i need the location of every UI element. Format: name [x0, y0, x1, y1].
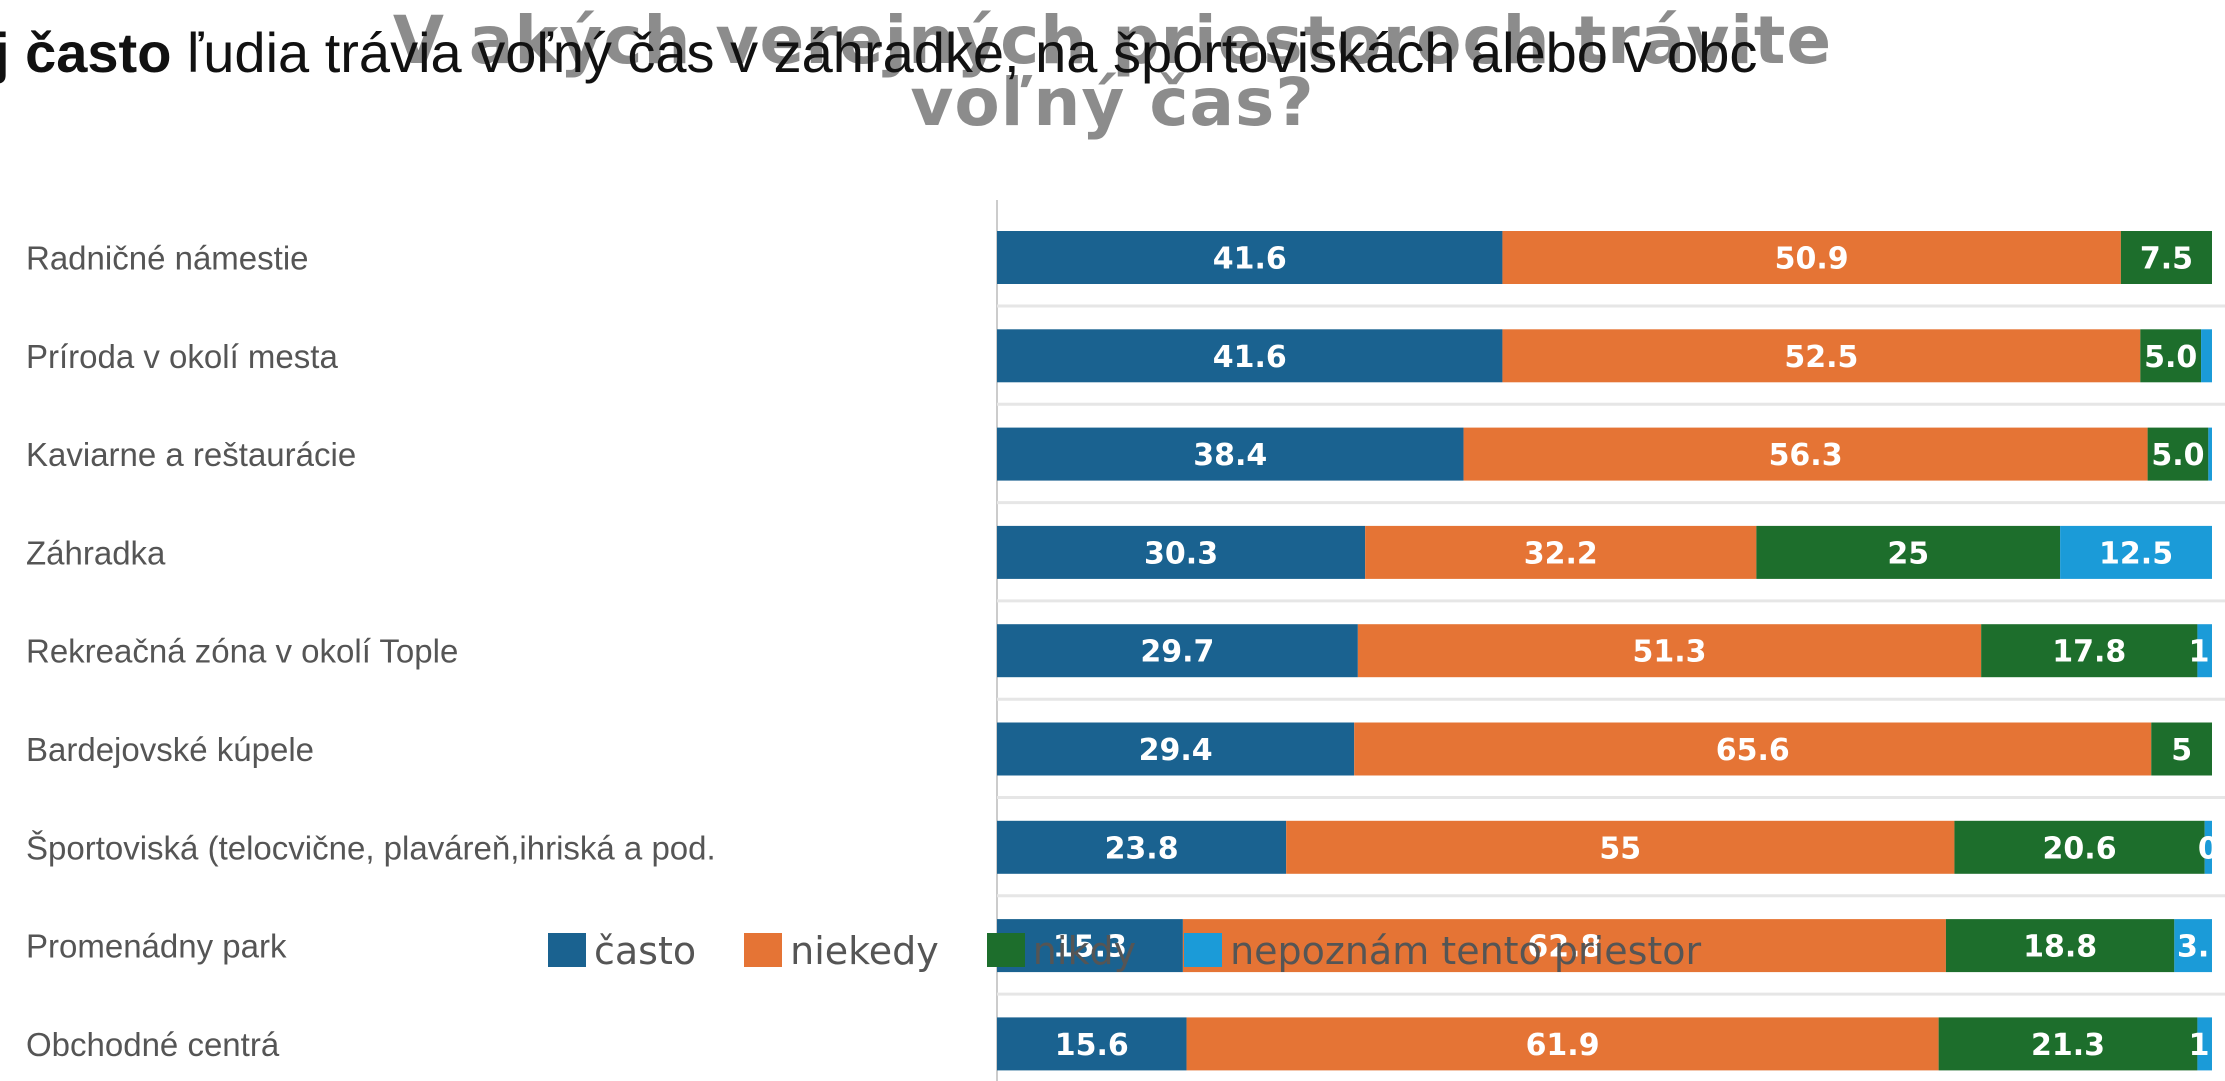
bar-segment	[2197, 624, 2212, 678]
data-label: 38.4	[1193, 438, 1267, 473]
legend-swatch	[744, 932, 783, 967]
category-label: Príroda v okolí mesta	[26, 338, 338, 375]
category-label: Rekreačná zóna v okolí Tople	[26, 633, 458, 670]
bar-segment	[1954, 820, 2205, 874]
bar-segment	[997, 919, 1183, 973]
data-label: 61.9	[1526, 1028, 1600, 1063]
data-label: 55	[1599, 831, 1641, 866]
bar-segment	[997, 231, 1503, 284]
data-label: 32.2	[1524, 536, 1598, 571]
category-label: Bardejovské kúpele	[26, 731, 314, 768]
data-label: 29.7	[1140, 635, 1214, 670]
data-label: 41.6	[1213, 242, 1287, 277]
bar-segment	[2201, 329, 2212, 383]
data-label: 20.6	[2043, 831, 2117, 866]
category-label: Promenádny park	[26, 928, 287, 965]
data-label: 17.8	[2052, 635, 2126, 670]
legend-item: nepoznám tento priestor	[1184, 929, 1701, 973]
bar-segment	[1365, 525, 1757, 579]
legend-swatch	[1184, 932, 1223, 967]
legend-label: často	[594, 928, 697, 973]
bar-segment	[997, 820, 1287, 874]
bar-segment	[1945, 919, 2175, 973]
legend-label: niekedy	[790, 928, 939, 973]
data-label: 15.3	[1053, 930, 1127, 965]
bar-segment	[2197, 1017, 2212, 1071]
bar-segment	[1502, 329, 2141, 383]
data-label: 5.0	[2144, 340, 2197, 375]
data-label: 56.3	[1769, 438, 1843, 473]
bar-segment	[2208, 427, 2212, 481]
data-label: 3.	[2177, 930, 2209, 965]
legend-swatch	[548, 932, 586, 967]
data-label: 5.0	[2151, 438, 2204, 473]
data-label: 1.	[2189, 1028, 2221, 1063]
category-label: Kaviarne a reštaurácie	[26, 436, 356, 473]
data-label: 12.5	[2099, 536, 2173, 571]
category-label: Radničné námestie	[26, 240, 309, 277]
bar-segment	[2060, 525, 2212, 579]
data-label: 52.5	[1784, 340, 1858, 375]
bar-segment	[2204, 820, 2212, 874]
overlay-caption-text: ľudia trávia voľný čas v záhradke, na šp…	[171, 21, 1758, 84]
bar-segment	[2174, 919, 2212, 973]
bar-segment	[1182, 919, 1946, 973]
bar-segment	[997, 525, 1366, 579]
bar-segment	[2140, 329, 2202, 383]
bar-segment	[1938, 1017, 2198, 1071]
data-label: 1.	[2189, 635, 2221, 670]
chart-title-line-1: V akých verejných priestoroch trávite	[392, 2, 1833, 79]
data-label: 7.5	[2140, 242, 2193, 277]
data-label: 23.8	[1105, 831, 1179, 866]
data-label: 50.9	[1775, 242, 1849, 277]
data-label: 51.3	[1632, 635, 1706, 670]
bar-segment	[1186, 1017, 1939, 1071]
bar-segment	[1981, 624, 2198, 678]
bar-segment	[997, 722, 1355, 776]
bar-segment	[2120, 231, 2212, 284]
data-label: 21.3	[2031, 1028, 2105, 1063]
data-label: 41.6	[1213, 340, 1287, 375]
bar-segment	[2147, 427, 2209, 481]
data-label: 15.6	[1055, 1028, 1129, 1063]
category-label: Športoviská (telocvične, plaváreň,ihrisk…	[26, 829, 716, 866]
data-label: 5	[2171, 733, 2192, 768]
bar-segment	[1756, 525, 2061, 579]
data-label: 0	[2198, 831, 2219, 866]
bar-segment	[997, 624, 1358, 678]
chart-title: V akých verejných priestoroch trávite vo…	[0, 2, 2225, 141]
bar-segment	[1357, 624, 1982, 678]
bar-segment	[1502, 231, 2121, 284]
chart-legend: často niekedy nikdy nepoznám tento priestor	[548, 926, 1749, 973]
legend-label: nikdy	[1032, 928, 1137, 973]
data-label: 65.6	[1716, 733, 1790, 768]
legend-label: nepoznám tento priestor	[1230, 928, 1702, 973]
bar-segment	[2151, 722, 2212, 776]
chart-title-line-2: voľný čas?	[910, 64, 1315, 141]
bar-segment	[997, 329, 1503, 383]
bar-segment	[1354, 722, 2152, 776]
data-label: 29.4	[1139, 733, 1213, 768]
bar-segment	[997, 427, 1464, 481]
data-label: 62.8	[1527, 930, 1601, 965]
legend-item: často	[548, 929, 696, 973]
bar-segment	[1463, 427, 2148, 481]
overlay-caption: j často ľudia trávia voľný čas v záhradk…	[0, 8, 1757, 98]
data-label: 18.8	[2023, 930, 2097, 965]
data-label: 25	[1887, 536, 1929, 571]
category-label: Obchodné centrá	[26, 1026, 280, 1063]
legend-swatch	[986, 932, 1025, 967]
data-label: 30.3	[1144, 536, 1218, 571]
legend-item: niekedy	[744, 929, 939, 973]
legend-item: nikdy	[986, 928, 1137, 973]
category-label: Záhradka	[26, 534, 166, 571]
overlay-caption-bold: j často	[0, 21, 172, 84]
bar-segment	[997, 1017, 1187, 1071]
bar-segment	[1286, 820, 1955, 874]
